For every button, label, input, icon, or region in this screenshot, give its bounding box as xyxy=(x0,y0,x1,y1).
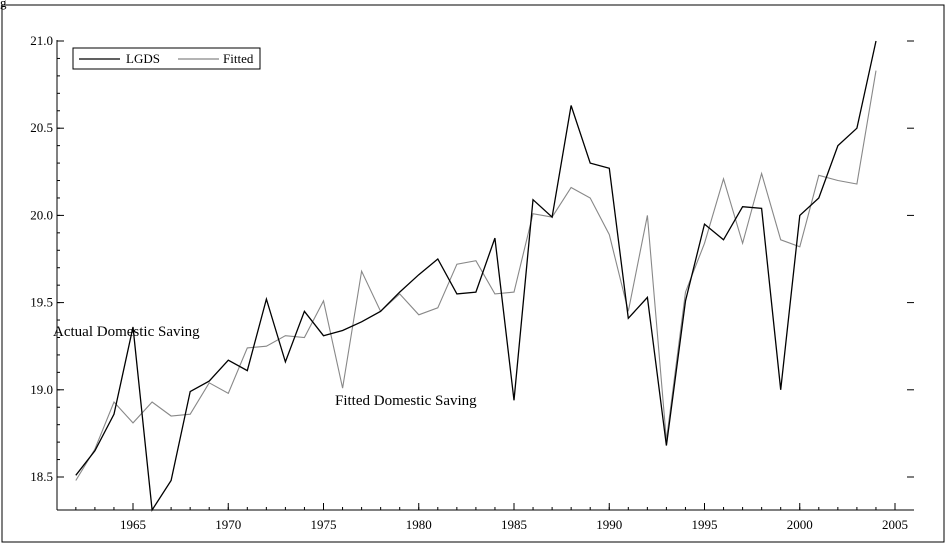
top-label: g xyxy=(0,0,7,10)
x-tick-labels: 1965 1970 1975 1980 1985 1990 1995 2000 2005 xyxy=(120,517,908,532)
x-tick-label: 1970 xyxy=(215,517,241,532)
y-tick-label: 20.5 xyxy=(30,120,53,135)
series-line-lgds xyxy=(75,40,877,512)
x-tick-label: 1975 xyxy=(311,517,337,532)
legend-label-lgds: LGDS xyxy=(126,51,160,66)
series-line-fitted xyxy=(75,70,877,481)
y-tick-label: 18.5 xyxy=(30,469,53,484)
chart-frame xyxy=(1,4,945,543)
x-tick-label: 1985 xyxy=(501,517,527,532)
y-tick-label: 21.0 xyxy=(30,33,53,48)
x-tick-label: 1995 xyxy=(692,517,718,532)
y-tick-label: 20.0 xyxy=(30,207,53,222)
series-layer xyxy=(75,40,877,512)
annotation-fitted: Fitted Domestic Saving xyxy=(335,393,477,409)
legend: LGDS Fitted xyxy=(72,47,261,70)
y-tick-label: 19.0 xyxy=(30,382,53,397)
x-tick-label: 2005 xyxy=(882,517,908,532)
x-tick-label: 1990 xyxy=(596,517,622,532)
x-tick-label: 1965 xyxy=(120,517,146,532)
y-tick-labels: 18.5 19.0 19.5 20.0 20.5 21.0 xyxy=(30,33,53,484)
legend-label-fitted: Fitted xyxy=(223,51,254,66)
x-tick-label: 2000 xyxy=(787,517,813,532)
x-tick-label: 1980 xyxy=(406,517,432,532)
y-tick-label: 19.5 xyxy=(30,295,53,310)
axis-ticks xyxy=(57,40,914,510)
legend-box xyxy=(72,47,261,70)
annotation-actual: Actual Domestic Saving xyxy=(53,324,200,340)
